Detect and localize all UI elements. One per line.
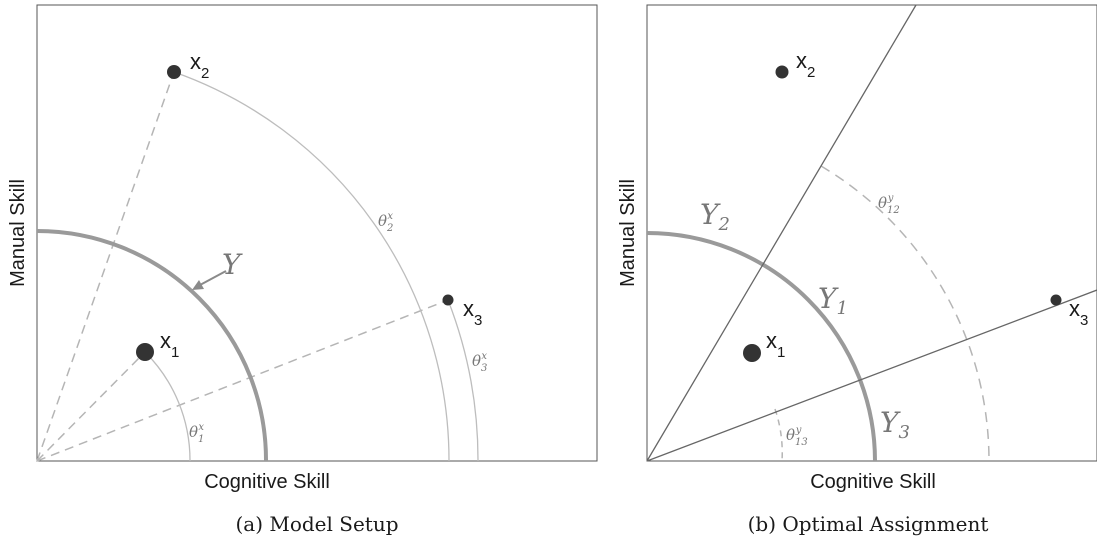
point-x3-label: x3 — [463, 296, 482, 329]
x-axis-title-b: Cognitive Skill — [810, 471, 936, 493]
theta-label-x1: θ1x — [189, 422, 204, 445]
set-arc-y — [646, 231, 877, 462]
panel-b-frame — [646, 4, 1097, 462]
boundary-ray-12 — [646, 4, 917, 462]
y-axis-title-b: Manual Skill — [617, 179, 639, 287]
theta-arc-12 — [820, 165, 990, 462]
point-x2 — [167, 65, 181, 79]
y-axis-title-a: Manual Skill — [7, 179, 29, 287]
point-x2 — [775, 65, 789, 79]
panel-a-frame — [36, 4, 598, 462]
dashed-line-x2 — [36, 71, 175, 462]
boundary-ray-23 — [646, 289, 1097, 462]
panel-b: x1 x2 x3 Y1 Y2 Y3 θ12y θ13y Cognitive Sk… — [617, 4, 1097, 536]
theta-arc-x1 — [144, 351, 191, 462]
panel-a: Y x1 x2 x3 θ1x θ2x θ3x Cognitive Skill M… — [7, 4, 598, 536]
theta-arc-13 — [774, 408, 783, 462]
theta-arc-x2 — [173, 71, 450, 462]
segment-label-3: Y3 — [880, 406, 910, 443]
point-x2-label: x2 — [190, 49, 209, 82]
dashed-line-x3 — [36, 299, 449, 462]
set-label: Y — [222, 248, 243, 281]
caption-a: (a) Model Setup — [235, 512, 398, 536]
theta-label-13: θ13y — [786, 425, 808, 448]
point-x1 — [743, 344, 761, 362]
point-x3-label: x3 — [1069, 296, 1088, 329]
segment-label-2: Y2 — [700, 198, 730, 235]
theta-label-x3: θ3x — [472, 351, 487, 374]
point-x3 — [442, 294, 454, 306]
point-x1 — [136, 343, 154, 361]
segment-label-1: Y1 — [818, 282, 848, 319]
point-x1-label: x1 — [160, 328, 179, 361]
set-arc-y — [36, 229, 269, 462]
theta-label-12: θ12y — [878, 193, 900, 216]
caption-b: (b) Optimal Assignment — [748, 512, 989, 536]
set-arrowhead — [192, 280, 204, 290]
point-x2-label: x2 — [796, 48, 815, 81]
set-arrow — [199, 270, 227, 286]
theta-arc-x3 — [447, 299, 479, 462]
x-axis-title-a: Cognitive Skill — [204, 471, 330, 493]
dashed-line-x1 — [36, 351, 146, 462]
point-x3 — [1050, 294, 1062, 306]
theta-label-x2: θ2x — [378, 211, 393, 234]
point-x1-label: x1 — [766, 328, 785, 361]
